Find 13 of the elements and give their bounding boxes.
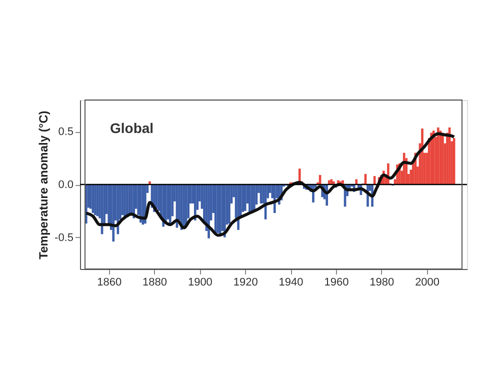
x-tick-label: 1960 bbox=[324, 276, 349, 288]
x-tick-label: 1920 bbox=[233, 276, 258, 288]
y-tick-label: 0.0 bbox=[58, 179, 74, 191]
x-tick-label: 1940 bbox=[278, 276, 304, 288]
x-tick-label: 1900 bbox=[188, 276, 212, 288]
y-axis-title: Temperature anomaly (°C) bbox=[36, 110, 51, 260]
text: Global bbox=[110, 120, 154, 136]
x-tick-label: 1860 bbox=[97, 276, 122, 288]
x-tick-label: 2000 bbox=[415, 276, 440, 288]
y-tick-label: -0.5 bbox=[54, 232, 74, 244]
y-tick-label: 0.5 bbox=[58, 126, 74, 138]
x-tick-label: 1880 bbox=[142, 276, 168, 288]
x-tick-label: 1980 bbox=[370, 276, 394, 288]
